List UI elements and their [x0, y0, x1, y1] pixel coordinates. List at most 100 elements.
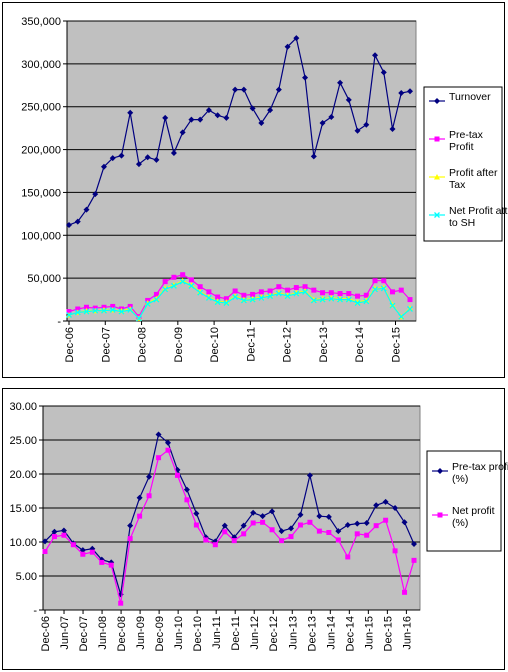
- y-tick-label: -: [57, 316, 61, 328]
- y-tick-label: 100,000: [21, 230, 61, 242]
- data-point-0-3-9: [144, 300, 151, 307]
- data-point-0-0-32: [345, 96, 352, 103]
- data-point-0-3-14: [188, 282, 195, 289]
- data-point-0-1-12: [171, 274, 177, 280]
- data-point-1-1-32: [345, 554, 351, 560]
- x-tick-label: Dec-06: [40, 616, 52, 651]
- data-point-1-1-15: [184, 497, 190, 503]
- x-tick-label: Jun-14: [325, 616, 337, 650]
- data-point-0-1-19: [232, 288, 238, 294]
- x-tick-label: Dec-12: [282, 327, 294, 362]
- series-1: [42, 447, 417, 606]
- data-point-0-3-24: [275, 290, 282, 297]
- data-point-0-1-legend: [434, 136, 440, 142]
- data-point-1-1-25: [279, 538, 285, 544]
- data-point-0-0-31: [337, 79, 344, 86]
- data-point-1-0-13: [165, 439, 171, 446]
- data-point-0-0-13: [179, 129, 186, 136]
- data-point-0-1-33: [355, 293, 361, 299]
- data-point-0-3-38: [398, 313, 405, 320]
- data-point-0-0-34: [363, 121, 370, 128]
- data-point-1-1-36: [383, 517, 389, 523]
- legend-label-1: Net profit (%): [452, 505, 495, 529]
- data-point-1-1-4: [80, 551, 86, 557]
- data-point-0-3-8: [135, 315, 142, 322]
- data-point-0-3-32: [345, 296, 352, 303]
- legend-label-0: Pre-tax profit (%): [452, 461, 508, 485]
- y-tick-label: -: [33, 605, 37, 617]
- data-point-0-2-39: [407, 305, 413, 311]
- data-point-0-1-32: [346, 291, 352, 297]
- data-point-0-0-2: [83, 206, 90, 213]
- data-point-1-1-16: [193, 522, 199, 528]
- data-point-0-3-19: [232, 294, 239, 300]
- data-point-1-0-33: [354, 520, 361, 527]
- data-point-0-3-11: [162, 286, 169, 293]
- data-point-0-0-6: [118, 152, 125, 159]
- data-point-0-0-28: [310, 153, 317, 160]
- data-point-0-0-1: [74, 218, 81, 225]
- y-tick-label: 20.00: [9, 469, 37, 481]
- series-line-0: [44, 433, 415, 595]
- data-point-0-3-28: [310, 297, 317, 304]
- data-point-1-1-30: [326, 529, 332, 535]
- y-tick-label: 10.00: [9, 537, 37, 549]
- data-point-1-1-14: [174, 472, 180, 478]
- data-point-1-0-2: [60, 527, 67, 534]
- data-point-0-1-15: [197, 284, 203, 290]
- data-point-1-1-0: [42, 549, 48, 555]
- x-tick-label: Dec-06: [64, 327, 76, 362]
- profit-margin-svg: - 5.00 10.00 15.00 20.00 25.00 30.00 Dec-06 Jun-…: [9, 401, 508, 651]
- data-point-1-1-23: [260, 519, 266, 525]
- data-point-0-3-6: [118, 308, 125, 315]
- data-point-0-1-29: [320, 290, 326, 296]
- x-tick-label: Dec-09: [154, 616, 166, 651]
- data-point-0-0-17: [214, 112, 221, 119]
- data-point-0-2-legend: [434, 174, 440, 180]
- data-point-0-0-18: [223, 114, 230, 121]
- data-point-0-3-15: [197, 289, 204, 296]
- data-point-0-3-5: [109, 306, 116, 313]
- data-point-0-1-0: [66, 309, 72, 315]
- data-point-1-1-33: [354, 531, 360, 537]
- data-point-0-3-39: [407, 306, 413, 312]
- data-point-1-1-10: [137, 513, 143, 519]
- data-point-1-0-19: [221, 522, 228, 529]
- data-point-1-1-8: [118, 600, 124, 606]
- x-tick-label: Dec-13: [306, 616, 318, 651]
- data-point-0-0-37: [389, 126, 396, 132]
- data-point-0-3-31: [337, 296, 344, 303]
- data-point-0-3-2: [83, 308, 90, 315]
- data-point-1-1-24: [269, 527, 275, 533]
- data-point-1-1-7: [108, 562, 114, 568]
- data-point-0-0-21: [249, 105, 256, 112]
- data-point-0-0-39: [407, 88, 413, 95]
- x-tick-label: Dec-10: [209, 327, 221, 362]
- data-point-1-0-1: [51, 528, 58, 535]
- data-point-1-1-38: [402, 589, 408, 595]
- data-point-0-0-29: [319, 120, 326, 126]
- data-point-0-3-35: [372, 286, 378, 293]
- x-tick-label: Dec-14: [354, 327, 366, 362]
- data-point-1-0-11: [146, 473, 153, 480]
- data-point-1-1-1: [51, 534, 57, 540]
- data-point-0-1-35: [372, 278, 378, 284]
- data-point-1-1-6: [99, 559, 105, 565]
- data-point-1-0-28: [306, 472, 313, 479]
- x-tick-label: Dec-15: [390, 327, 402, 362]
- data-point-0-3-33: [354, 300, 361, 306]
- y-tick-label: 15.00: [9, 503, 37, 515]
- data-point-0-1-38: [398, 287, 404, 293]
- y-tick-label: 200,000: [21, 145, 61, 157]
- data-point-0-1-2: [83, 304, 89, 310]
- data-point-1-1-29: [316, 528, 322, 534]
- x-tick-label: Dec-11: [245, 327, 257, 362]
- data-point-1-0-34: [363, 519, 370, 526]
- data-point-1-1-27: [297, 522, 303, 528]
- data-point-0-2-9: [144, 300, 151, 306]
- data-point-0-2-11: [162, 285, 169, 291]
- data-point-0-1-5: [110, 303, 116, 309]
- series-line-2: [68, 280, 411, 320]
- data-point-1-0-39: [411, 541, 417, 548]
- data-point-0-0-22: [258, 120, 265, 126]
